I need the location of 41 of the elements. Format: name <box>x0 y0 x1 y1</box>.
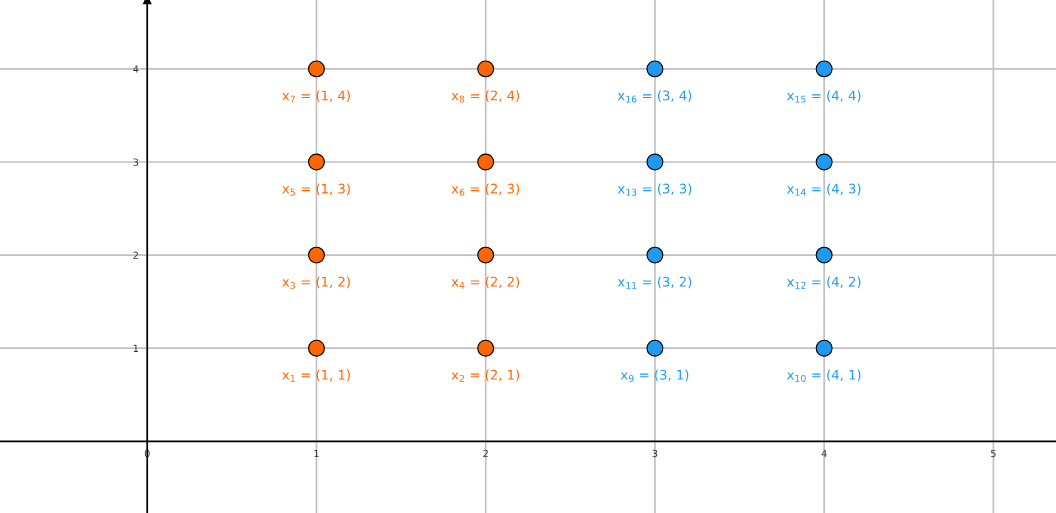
data-label: x$_{10}$ = (4, 1) <box>786 369 861 382</box>
data-label: x$_{11}$ = (3, 2) <box>617 276 692 289</box>
data-label: x$_{12}$ = (4, 2) <box>786 276 861 289</box>
y-tick-label: 3 <box>133 158 139 166</box>
point <box>307 246 325 264</box>
x-tick-label: 3 <box>652 449 658 458</box>
data-label: x$_{9}$ = (3, 1) <box>620 369 689 382</box>
y-tick-label: 2 <box>133 251 138 259</box>
data-label: x$_{2}$ = (2, 1) <box>451 369 520 382</box>
data-label: x$_{7}$ = (1, 4) <box>282 90 350 103</box>
x-tick-label: 2 <box>483 449 488 458</box>
data-label: x$_{15}$ = (4, 4) <box>786 90 861 103</box>
point <box>307 339 325 357</box>
point <box>646 60 664 78</box>
data-label: x$_{6}$ = (2, 3) <box>451 183 520 196</box>
point <box>815 246 833 264</box>
point <box>477 153 495 171</box>
point <box>307 60 325 78</box>
data-label: x$_{16}$ = (3, 4) <box>617 90 692 103</box>
data-label: x$_{8}$ = (2, 4) <box>451 90 520 103</box>
data-label: x$_{13}$ = (3, 3) <box>617 183 692 196</box>
y-tick-label: 4 <box>133 65 139 73</box>
point <box>646 339 664 357</box>
data-label: x$_{4}$ = (2, 2) <box>451 276 520 289</box>
y-tick-label: 1 <box>133 344 138 352</box>
point <box>477 339 495 357</box>
point <box>815 60 833 78</box>
point <box>815 339 833 357</box>
x-tick-label: 1 <box>314 449 319 458</box>
point <box>477 246 495 264</box>
x-tick-label: 5 <box>991 449 996 458</box>
point <box>307 153 325 171</box>
point <box>646 153 664 171</box>
data-label: x$_{3}$ = (1, 2) <box>282 276 350 289</box>
point <box>477 60 495 78</box>
point <box>646 246 664 264</box>
data-label: x$_{5}$ = (1, 3) <box>282 183 350 196</box>
x-tick-label: 4 <box>821 449 827 458</box>
data-label: x$_{14}$ = (4, 3) <box>786 183 861 196</box>
point <box>815 153 833 171</box>
data-label: x$_{1}$ = (1, 1) <box>282 369 350 382</box>
